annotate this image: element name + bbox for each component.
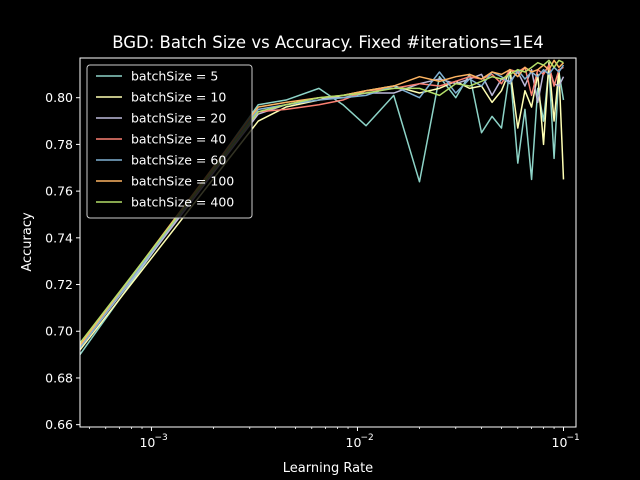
legend-label: batchSize = 5 [131,69,218,84]
legend-label: batchSize = 400 [131,195,234,210]
series-line-3 [80,64,564,346]
y-tick-label: 0.72 [45,277,73,292]
series-line-6 [80,59,564,344]
legend-label: batchSize = 60 [131,153,226,168]
y-tick-label: 0.78 [45,137,73,152]
legend-label: batchSize = 40 [131,132,226,147]
x-tick-exponent: −2 [360,433,373,443]
plot-frame [79,57,577,428]
y-axis-label: Accuracy [20,212,35,272]
x-tick-label: 10 [139,435,155,450]
series-line-0 [80,66,565,356]
legend-label: batchSize = 100 [131,174,234,189]
y-tick-label: 0.76 [45,184,73,199]
x-tick-exponent: −3 [154,433,167,443]
x-axis-label: Learning Rate [283,461,373,476]
chart-title: BGD: Batch Size vs Accuracy. Fixed #iter… [112,33,544,52]
series-layer [80,59,565,356]
y-tick-label: 0.80 [45,90,73,105]
y-tick-label: 0.74 [45,230,73,245]
y-tick-label: 0.66 [45,417,73,432]
legend-label: batchSize = 20 [131,111,226,126]
x-tick-label: 10 [346,435,362,450]
x-tick-exponent: −1 [566,433,579,443]
legend-label: batchSize = 10 [131,90,226,105]
y-tick-label: 0.70 [45,324,73,339]
legend-box [86,64,253,219]
x-tick-label: 10 [552,435,568,450]
y-tick-label: 0.68 [45,370,73,385]
legend: batchSize = 5 batchSize = 10 batchSize = 2… [86,64,253,219]
